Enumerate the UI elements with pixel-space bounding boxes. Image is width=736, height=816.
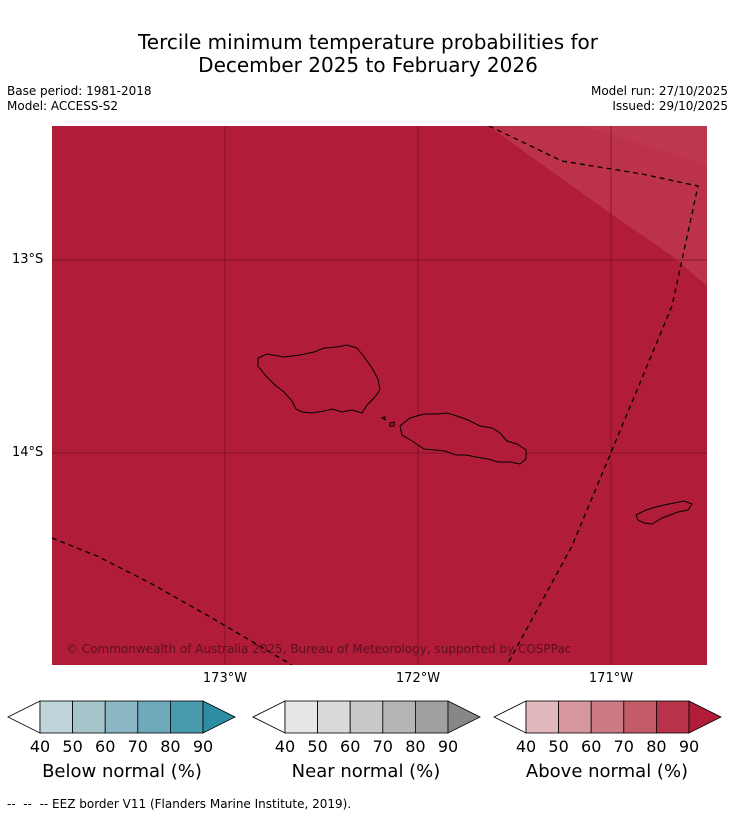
tick-label: 70 bbox=[372, 737, 393, 756]
colorbar-segment bbox=[284, 700, 318, 734]
colorbar-above-normal bbox=[493, 700, 723, 740]
colorbar-segment bbox=[317, 700, 351, 734]
eez-border-east bbox=[488, 126, 699, 665]
colorbar-segment bbox=[169, 700, 204, 734]
tick-label: 60 bbox=[95, 737, 116, 756]
probability-map: © Commonwealth of Australia 2025, Bureau… bbox=[52, 126, 707, 665]
model-name: Model: ACCESS-S2 bbox=[7, 99, 119, 113]
colorbar-segment bbox=[655, 700, 690, 734]
title-line-2: December 2025 to February 2026 bbox=[198, 53, 538, 77]
tick-label: 60 bbox=[581, 737, 602, 756]
colorbar-segment bbox=[623, 700, 657, 734]
colorbar-extend-low bbox=[493, 700, 527, 734]
lighter-probability-region bbox=[489, 126, 707, 286]
footnote-eez: -- -- -- EEZ border V11 (Flanders Marine… bbox=[7, 797, 352, 811]
island-manono bbox=[389, 421, 395, 427]
tick-label: 50 bbox=[307, 737, 328, 756]
colorbar-extend-low bbox=[252, 700, 286, 734]
legend-title-below-normal: Below normal (%) bbox=[42, 761, 202, 782]
tick-label: 60 bbox=[340, 737, 361, 756]
islands bbox=[257, 344, 693, 525]
colorbar-extend-high bbox=[688, 700, 722, 734]
colorbar-segment bbox=[349, 700, 384, 734]
colorbar-segment bbox=[137, 700, 171, 734]
tick-label: 70 bbox=[127, 737, 148, 756]
colorbar-segment bbox=[414, 700, 449, 734]
tick-label: 80 bbox=[646, 737, 667, 756]
colorbar-near-normal bbox=[252, 700, 482, 740]
tick-label: 40 bbox=[29, 737, 51, 756]
colorbar-segment bbox=[104, 700, 139, 734]
eez-borders bbox=[52, 126, 699, 665]
gridlines bbox=[52, 126, 707, 665]
eez-border-southwest bbox=[52, 537, 293, 665]
colorbar-segment bbox=[382, 700, 416, 734]
colorbar-above-svg bbox=[493, 700, 722, 734]
lat-label-13s: 13°S bbox=[12, 252, 44, 267]
tick-label: 40 bbox=[515, 737, 537, 756]
tick-label: 90 bbox=[192, 737, 214, 756]
title-line-1: Tercile minimum temperature probabilitie… bbox=[137, 30, 599, 54]
colorbar-below-normal bbox=[7, 700, 237, 740]
colorbar-segment bbox=[72, 700, 106, 734]
lightest-probability-region bbox=[582, 126, 707, 166]
colorbar-extend-high bbox=[447, 700, 481, 734]
legend-title-near-normal: Near normal (%) bbox=[291, 761, 441, 782]
base-period: Base period: 1981-2018 bbox=[7, 84, 152, 98]
meta-left: Base period: 1981-2018 Model: ACCESS-S2 bbox=[7, 84, 152, 114]
tick-label: 90 bbox=[678, 737, 700, 756]
lat-label-14s: 14°S bbox=[12, 445, 44, 460]
island-apolima bbox=[380, 416, 386, 421]
colorbar-extend-high bbox=[202, 700, 236, 734]
legend-title-above-normal: Above normal (%) bbox=[525, 761, 689, 782]
meta-right: Model run: 27/10/2025 Issued: 29/10/2025 bbox=[591, 84, 728, 114]
island-upolu bbox=[399, 412, 527, 465]
colorbar-segment bbox=[558, 700, 592, 734]
lon-label-172w: 172°W bbox=[395, 671, 441, 686]
colorbar-near-svg bbox=[252, 700, 481, 734]
colorbar-below-svg bbox=[7, 700, 236, 734]
colorbar-segment bbox=[590, 700, 625, 734]
chart-title: Tercile minimum temperature probabilitie… bbox=[0, 31, 736, 77]
island-savaii bbox=[257, 344, 381, 414]
tick-label: 50 bbox=[548, 737, 569, 756]
colorbar-segment bbox=[39, 700, 73, 734]
tick-label: 90 bbox=[437, 737, 459, 756]
colorbar-segment bbox=[525, 700, 559, 734]
lon-label-171w: 171°W bbox=[588, 671, 634, 686]
tick-label: 80 bbox=[405, 737, 426, 756]
issued-date: Issued: 29/10/2025 bbox=[612, 99, 728, 113]
model-run: Model run: 27/10/2025 bbox=[590, 84, 728, 98]
map-svg bbox=[52, 126, 707, 665]
colorbar-extend-low bbox=[7, 700, 41, 734]
copyright-notice: © Commonwealth of Australia 2025, Bureau… bbox=[66, 642, 572, 656]
tick-label: 50 bbox=[62, 737, 83, 756]
island-tutuila bbox=[635, 500, 693, 525]
lon-label-173w: 173°W bbox=[202, 671, 248, 686]
tick-label: 80 bbox=[160, 737, 181, 756]
tick-label: 40 bbox=[274, 737, 296, 756]
tick-label: 70 bbox=[613, 737, 634, 756]
